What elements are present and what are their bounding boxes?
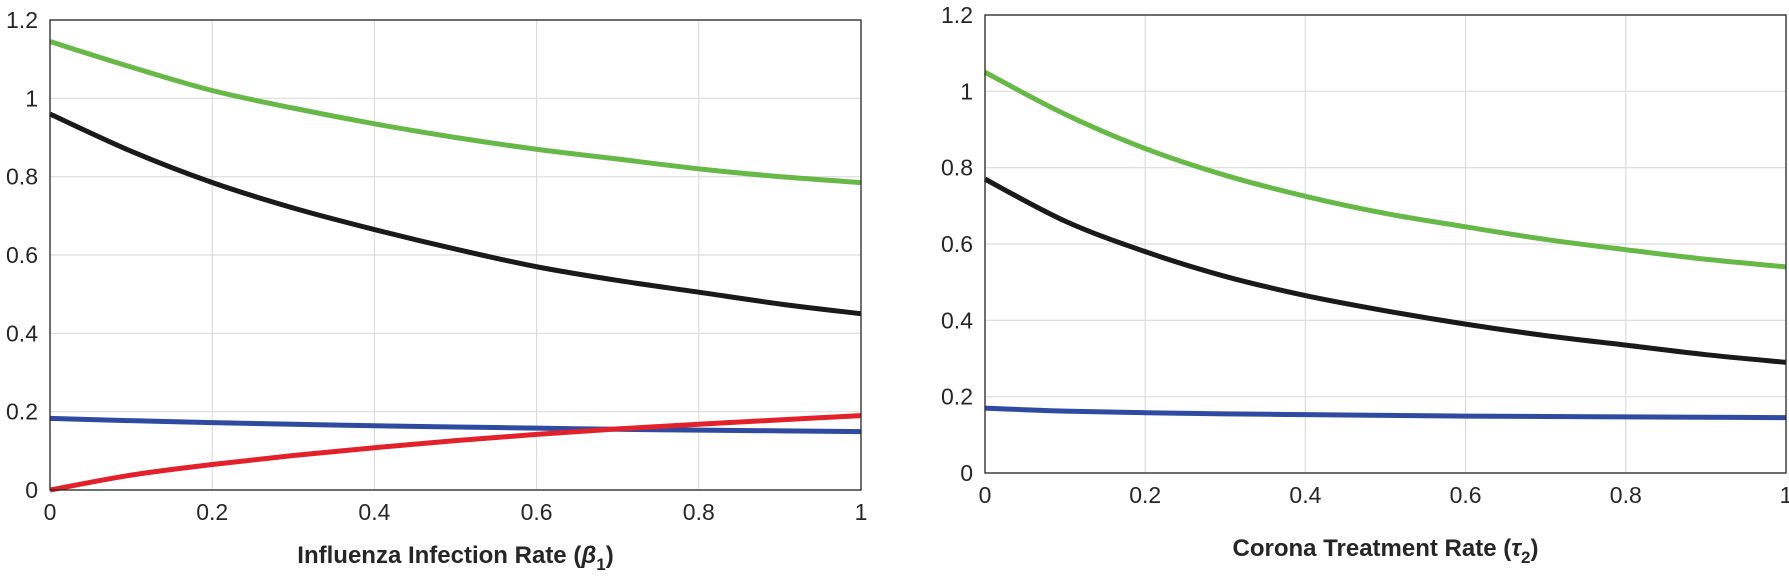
x-axis-title: Corona Treatment Rate (τ2) [1233, 535, 1539, 567]
x-tick-label: 1 [1780, 482, 1789, 508]
y-tick-label: 1.2 [6, 7, 38, 33]
series-line-green [983, 70, 1787, 270]
x-axis-title-text: Corona Treatment Rate ( [1233, 535, 1512, 562]
x-tick-label: 0.2 [1129, 482, 1161, 508]
chart-panel-corona-treatment-rate: 0 0.2 0.4 0.6 0.8 1 0 0.2 0.4 0.6 0.8 1 1.2 Corona Tr… [941, 2, 1789, 567]
grid [984, 14, 1787, 474]
x-tick-label: 0.4 [1289, 482, 1321, 508]
y-tick-label: 0.8 [6, 164, 38, 190]
x-tick-label: 0.6 [521, 499, 553, 525]
y-tick-label: 0.6 [941, 231, 973, 257]
x-tick-label: 0.8 [683, 499, 715, 525]
y-tick-label: 1.2 [941, 2, 973, 28]
y-tick-label: 0 [25, 477, 38, 503]
series-line-blue [49, 415, 862, 435]
y-tick-label: 0.2 [941, 384, 973, 410]
x-axis-title-symbol: τ [1511, 535, 1522, 562]
x-tick-label: 0.2 [196, 499, 228, 525]
plot-frame [984, 14, 1787, 474]
x-tick-label: 0 [979, 482, 992, 508]
x-tick-label: 0.8 [1610, 482, 1642, 508]
x-axis-title-subscript: 2 [1521, 548, 1530, 567]
y-tick-label: 0 [960, 460, 973, 486]
y-tick-label: 1 [25, 85, 38, 111]
x-axis-title-close: ) [606, 542, 614, 569]
series-line-green [49, 39, 862, 186]
series-line-black [48, 111, 862, 317]
y-tick-label: 0.2 [6, 399, 38, 425]
chart-panel-influenza-infection-rate: 0 0.2 0.4 0.6 0.8 1 0 0.2 0.4 0.6 0.8 1 1.2 Influenza… [6, 7, 867, 574]
x-axis-title-close: ) [1531, 535, 1539, 562]
x-axis-title-text: Influenza Infection Rate ( [297, 542, 581, 569]
x-axis-title-subscript: 1 [596, 555, 605, 574]
x-axis-title: Influenza Infection Rate (β1) [297, 542, 613, 574]
plot-frame [49, 19, 862, 491]
x-axis-title-symbol: β [580, 542, 596, 569]
y-tick-label: 0.4 [6, 320, 38, 346]
x-tick-label: 0.4 [358, 499, 390, 525]
y-tick-label: 0.4 [941, 307, 973, 333]
y-tick-label: 0.8 [941, 155, 973, 181]
series-line-red [49, 413, 862, 493]
y-tick-label: 1 [960, 78, 973, 104]
x-tick-label: 1 [855, 499, 868, 525]
y-tick-label: 0.6 [6, 242, 38, 268]
series-line-blue [984, 405, 1787, 421]
x-tick-label: 0.6 [1450, 482, 1482, 508]
series-line-black [983, 176, 1787, 365]
x-tick-label: 0 [44, 499, 57, 525]
